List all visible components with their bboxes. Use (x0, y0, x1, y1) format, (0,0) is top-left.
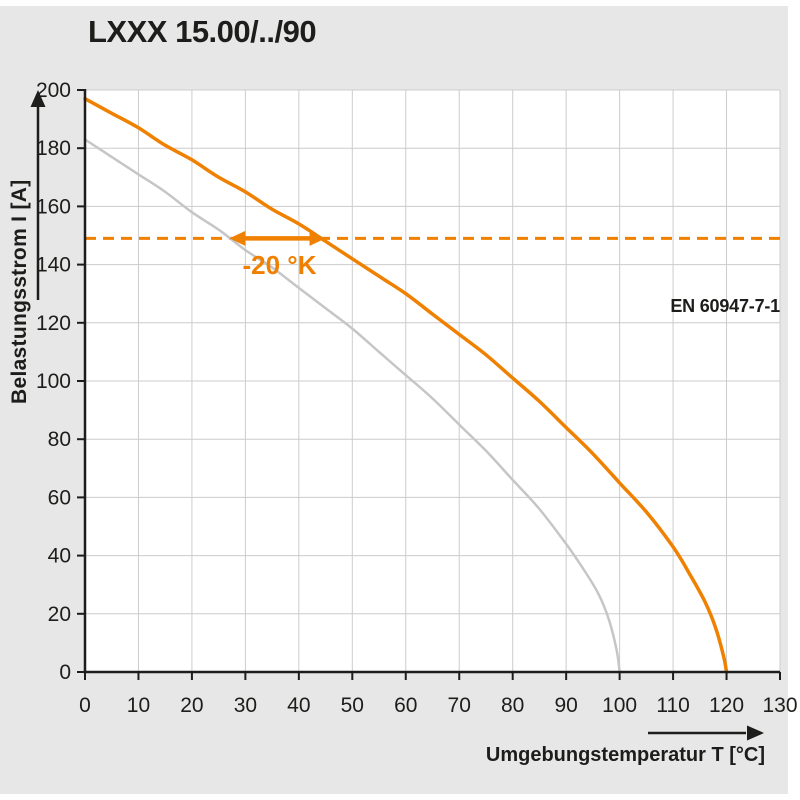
gridlines (84, 89, 781, 673)
x-axis-label: Umgebungstemperatur T [°C] (485, 744, 765, 766)
svg-text:140: 140 (36, 254, 71, 277)
delta-annotation: -20 °K (242, 250, 317, 280)
svg-text:100: 100 (602, 694, 637, 717)
y-axis-label: Belastungsstrom I [A] (8, 179, 31, 405)
delta-arrow (229, 230, 326, 246)
standard-annotation: EN 60947-7-1 (670, 296, 780, 316)
axis-direction-arrows (30, 90, 764, 741)
svg-text:40: 40 (287, 694, 310, 717)
svg-text:30: 30 (234, 694, 257, 717)
svg-text:160: 160 (36, 195, 71, 218)
svg-text:20: 20 (48, 603, 71, 626)
tick-marks (77, 89, 781, 680)
derating-curve-main (83, 96, 729, 674)
page-title: LXXX 15.00/../90 (88, 14, 317, 49)
svg-text:180: 180 (36, 137, 71, 160)
svg-text:60: 60 (394, 694, 417, 717)
svg-text:120: 120 (36, 312, 71, 335)
svg-text:0: 0 (79, 694, 91, 717)
y-tick-labels: 0 20 40 60 80 100 120 140 160 180 200 (36, 79, 71, 684)
derating-curve-reference (83, 138, 621, 674)
svg-text:200: 200 (36, 79, 71, 102)
x-tick-labels: 0 10 20 30 40 50 60 70 80 90 100 110 120 130 (79, 694, 797, 717)
svg-text:40: 40 (48, 545, 71, 568)
svg-text:0: 0 (59, 661, 71, 684)
svg-text:110: 110 (656, 694, 689, 717)
svg-text:120: 120 (709, 694, 744, 717)
svg-text:70: 70 (448, 694, 471, 717)
svg-text:100: 100 (36, 370, 71, 393)
svg-text:130: 130 (762, 694, 797, 717)
svg-text:20: 20 (180, 694, 203, 717)
svg-text:80: 80 (48, 428, 71, 451)
svg-text:80: 80 (501, 694, 524, 717)
svg-text:50: 50 (341, 694, 364, 717)
svg-text:60: 60 (48, 486, 71, 509)
svg-text:10: 10 (127, 694, 150, 717)
svg-text:90: 90 (554, 694, 577, 717)
